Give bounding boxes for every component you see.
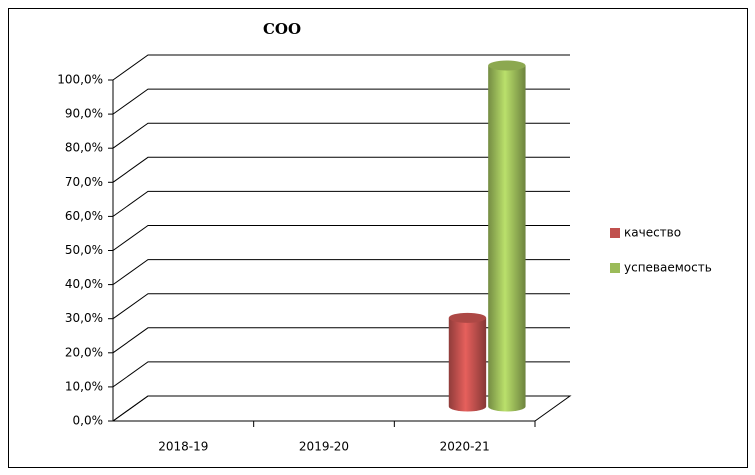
grid-line [112,327,570,354]
legend-swatch [610,263,620,273]
y-tick-label: 50,0% [65,243,103,257]
legend-swatch [610,228,620,238]
y-tick-label: 40,0% [65,277,103,291]
chart-title: СОО [263,20,301,38]
bar [448,312,487,412]
bar [488,60,526,412]
grid-line [112,395,570,422]
y-tick-label: 10,0% [65,379,103,393]
grid-line [112,156,570,183]
grid-line [112,122,570,149]
x-tick-label: 2019-20 [299,440,349,454]
grid-line [112,225,570,251]
y-tick-label: 60,0% [65,209,103,223]
grid-line [112,190,570,217]
grid-line [112,361,570,388]
bar-part [448,317,487,412]
bar-part [488,65,526,412]
grid-line [112,88,570,115]
grid-line [112,293,570,320]
y-tick-label: 90,0% [65,107,103,121]
x-tick-label: 2020-21 [440,440,490,454]
x-tick-label: 2018-19 [158,440,208,454]
y-tick-label: 0,0% [73,414,104,428]
y-tick-label: 70,0% [65,175,103,189]
legend-label: качество [624,226,681,240]
bar-part [448,312,487,323]
chart-frame [8,8,748,468]
grid-line [112,259,570,286]
y-tick-label: 80,0% [65,141,103,155]
bar-part [488,60,526,71]
legend-label: успеваемость [624,261,712,275]
y-tick-label: 30,0% [65,311,103,325]
y-tick-label: 100,0% [57,73,103,87]
grid-line [112,54,570,81]
y-tick-label: 20,0% [65,345,103,359]
